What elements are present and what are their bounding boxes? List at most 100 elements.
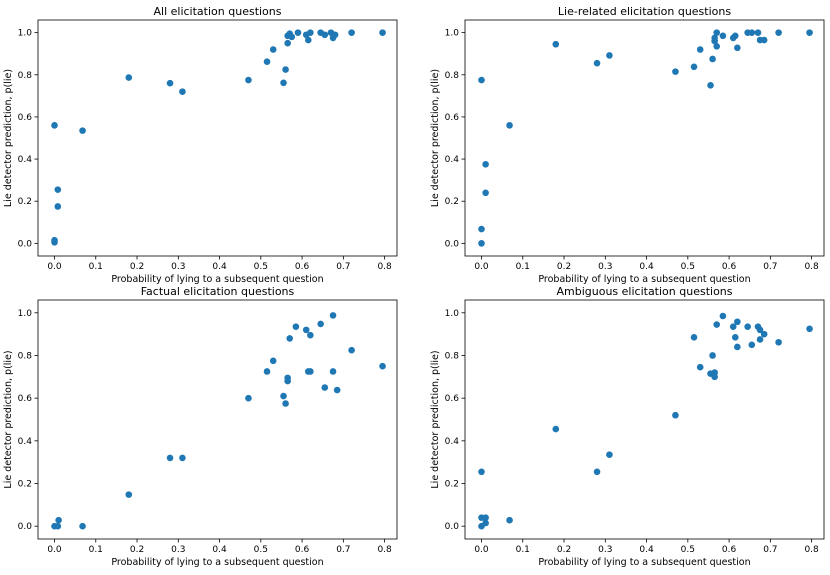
scatter-point [734,44,741,52]
scatter-point [348,346,355,354]
scatter-point [734,318,741,326]
y-tick-label: 0.2 [18,480,32,490]
x-tick-label: 0.3 [598,262,612,272]
y-tick-label: 0.8 [445,71,460,81]
scatter-point [806,29,813,36]
x-tick-label: 0.1 [516,545,530,555]
scatter-point [713,29,721,36]
scatter-point [482,161,489,168]
scatter-point [307,29,314,36]
chart-title: Factual elicitation questions [141,285,295,298]
y-tick-label: 0.0 [445,239,460,249]
scatter-point [329,312,337,319]
plot-frame [464,19,825,257]
x-tick-label: 0.1 [89,545,103,555]
y-axis-label: Lie detector prediction, p(lie) [3,350,14,488]
x-tick-label: 0.5 [254,545,268,555]
scatter-point [711,34,718,42]
scatter-point [54,186,62,193]
scatter-point [760,330,768,338]
y-tick-label: 0.4 [18,437,33,447]
x-tick-label: 0.5 [681,262,695,272]
y-axis-label: Lie detector prediction, p(lie) [430,69,441,207]
scatter-point [478,240,485,247]
scatter-point [478,225,485,233]
panel-1: All elicitation questions 0.0 0.1 0.2 0.3 0.4… [3,5,398,285]
y-tick-label: 1.0 [445,309,460,319]
x-axis-label: Probability of lying to a subsequent que… [111,274,323,285]
scatter-point [690,63,698,71]
x-tick-label: 0.2 [130,545,144,555]
scatter-point [711,373,718,381]
scatter-point [552,40,560,48]
scatter-point [79,127,86,134]
x-tick-label: 0.6 [722,262,737,272]
scatter-point [672,68,679,75]
scatter-point [263,58,271,66]
y-tick-label: 0.4 [445,155,460,165]
scatter-point [331,31,339,39]
scatter-point [269,46,277,53]
scatter-point [775,29,782,36]
x-tick-label: 0.4 [212,262,227,272]
scatter-point [709,352,716,359]
panel-3: Factual elicitation questions 0.0 0.1 0.2 0.… [3,285,398,568]
scatter-point [348,29,355,36]
x-tick-label: 0.7 [336,545,350,555]
scatter-point [280,392,287,400]
scatter-point [506,122,513,129]
x-tick-label: 0.8 [377,262,392,272]
scatter-point [307,368,314,375]
y-tick-label: 0.8 [18,351,33,361]
x-tick-label: 0.3 [171,262,185,272]
x-axis-label: Probability of lying to a subsequent que… [538,557,750,568]
y-tick-label: 0.6 [18,113,33,123]
scatter-point [478,468,485,476]
x-tick-label: 0.5 [254,262,268,272]
scatter-point [245,76,252,84]
x-tick-label: 0.1 [89,262,103,272]
scatter-point [55,516,62,524]
scatter-point [288,33,296,41]
scatter-point [304,36,312,44]
x-tick-label: 0.7 [763,545,777,555]
x-tick-label: 0.8 [804,545,819,555]
panel-2: Lie-related elicitation questions 0.0 0.1 0… [430,5,825,285]
scatter-point [707,82,714,89]
scatter-point [593,468,601,476]
scatter-point [729,323,737,330]
panel-4: Ambiguous elicitation questions 0.0 0.1 0.2… [430,285,825,568]
scatter-point [760,36,768,44]
y-tick-label: 0.2 [18,197,32,207]
x-tick-label: 0.2 [130,262,144,272]
y-axis-label: Lie detector prediction, p(lie) [3,69,14,207]
scatter-point [379,29,386,36]
scatter-point [179,454,186,462]
scatter-point [754,29,762,36]
scatter-point [321,31,329,39]
x-tick-label: 0.0 [474,545,489,555]
plot-frame [37,299,398,540]
scatter-point [713,43,721,50]
scatter-point [756,336,764,343]
scatter-point [756,326,764,334]
scatter-point [179,88,186,95]
scatter-point [478,76,485,84]
scatter-point [719,32,727,40]
scatter-point [282,400,289,407]
y-tick-label: 0.6 [18,394,33,404]
scatter-point [321,384,329,391]
scatter-point [734,343,741,351]
scatter-point [294,29,302,36]
scatter-point [284,39,291,47]
x-tick-label: 0.7 [336,262,350,272]
scatter-point [731,32,739,40]
scatter-point [775,338,782,346]
scatter-point [280,79,287,87]
scatter-point [51,122,58,129]
scatter-point [744,323,751,330]
chart-title: Lie-related elicitation questions [558,5,731,18]
scatter-point [54,203,62,210]
x-tick-label: 0.1 [516,262,530,272]
y-tick-label: 0.4 [18,155,33,165]
